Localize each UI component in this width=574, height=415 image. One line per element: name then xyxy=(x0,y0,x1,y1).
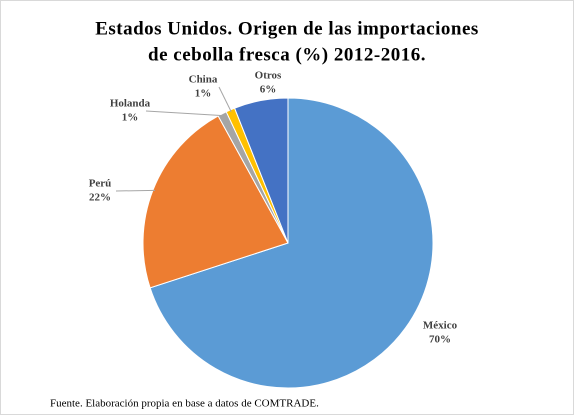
pie-slice xyxy=(142,115,289,289)
leader-line xyxy=(145,110,224,117)
pie-slice xyxy=(149,97,434,389)
chart-title: Estados Unidos. Origen de las importacio… xyxy=(95,18,479,39)
leader-line xyxy=(115,189,156,192)
slice-value-label: 22% xyxy=(89,192,111,204)
slice-value-label: 1% xyxy=(122,112,139,124)
slice-value-label: 1% xyxy=(195,88,212,100)
slice-value-label: 70% xyxy=(429,334,451,346)
slice-label: China xyxy=(189,74,218,86)
slice-label: Holanda xyxy=(110,98,151,110)
leader-line xyxy=(218,86,232,112)
chart-title: de cebolla fresca (%) 2012-2016. xyxy=(148,44,426,65)
slice-value-label: 6% xyxy=(260,84,277,96)
source-note: Fuente. Elaboración propia en base a dat… xyxy=(50,398,319,410)
slice-label: Perú xyxy=(89,178,112,190)
pie-slice xyxy=(233,97,289,244)
slice-label: Otros xyxy=(255,70,282,82)
slice-label: México xyxy=(423,320,458,332)
